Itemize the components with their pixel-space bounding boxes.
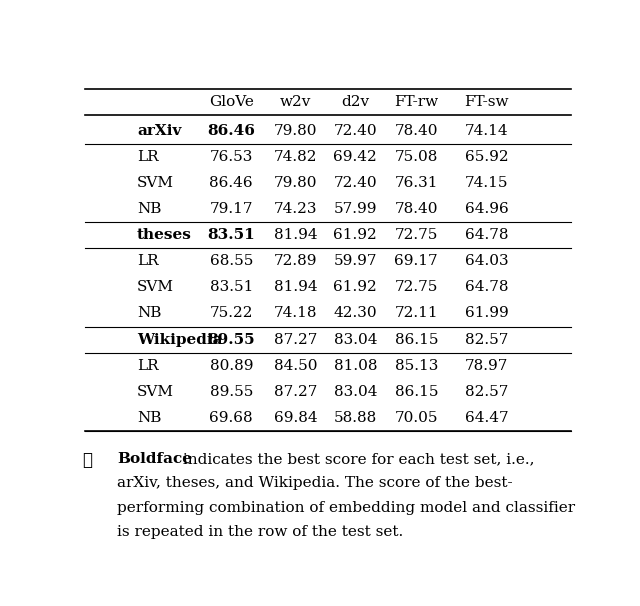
Text: 74.82: 74.82: [274, 150, 317, 164]
Text: 42.30: 42.30: [333, 307, 377, 321]
Text: indicates the best score for each test set, i.e.,: indicates the best score for each test s…: [178, 452, 534, 466]
Text: arXiv: arXiv: [137, 124, 181, 138]
Text: ≻: ≻: [83, 452, 93, 469]
Text: d2v: d2v: [341, 95, 369, 108]
Text: 78.40: 78.40: [394, 124, 438, 138]
Text: NB: NB: [137, 411, 161, 425]
Text: LR: LR: [137, 255, 159, 268]
Text: 72.40: 72.40: [333, 176, 377, 190]
Text: 79.80: 79.80: [274, 176, 317, 190]
Text: 85.13: 85.13: [395, 359, 438, 373]
Text: 72.11: 72.11: [394, 307, 438, 321]
Text: 78.97: 78.97: [465, 359, 508, 373]
Text: 81.94: 81.94: [274, 228, 317, 242]
Text: LR: LR: [137, 359, 159, 373]
Text: 76.53: 76.53: [209, 150, 253, 164]
Text: 89.55: 89.55: [209, 385, 253, 399]
Text: 87.27: 87.27: [274, 385, 317, 399]
Text: 72.40: 72.40: [333, 124, 377, 138]
Text: NB: NB: [137, 202, 161, 216]
Text: 69.17: 69.17: [394, 255, 438, 268]
Text: 69.42: 69.42: [333, 150, 377, 164]
Text: performing combination of embedding model and classifier: performing combination of embedding mode…: [117, 501, 575, 514]
Text: 59.97: 59.97: [333, 255, 377, 268]
Text: arXiv, theses, and Wikipedia. The score of the best-: arXiv, theses, and Wikipedia. The score …: [117, 476, 513, 490]
Text: SVM: SVM: [137, 176, 174, 190]
Text: 86.15: 86.15: [394, 333, 438, 347]
Text: 75.08: 75.08: [395, 150, 438, 164]
Text: LR: LR: [137, 150, 159, 164]
Text: theses: theses: [137, 228, 192, 242]
Text: 79.80: 79.80: [274, 124, 317, 138]
Text: 87.27: 87.27: [274, 333, 317, 347]
Text: 68.55: 68.55: [209, 255, 253, 268]
Text: 69.84: 69.84: [274, 411, 317, 425]
Text: 83.04: 83.04: [333, 385, 377, 399]
Text: SVM: SVM: [137, 281, 174, 295]
Text: 64.96: 64.96: [465, 202, 509, 216]
Text: 83.04: 83.04: [333, 333, 377, 347]
Text: 86.15: 86.15: [394, 385, 438, 399]
Text: 86.46: 86.46: [207, 124, 255, 138]
Text: Wikipedia: Wikipedia: [137, 333, 223, 347]
Text: 64.78: 64.78: [465, 228, 508, 242]
Text: 81.94: 81.94: [274, 281, 317, 295]
Text: w2v: w2v: [280, 95, 312, 108]
Text: 64.47: 64.47: [465, 411, 509, 425]
Text: 64.78: 64.78: [465, 281, 508, 295]
Text: FT-rw: FT-rw: [394, 95, 438, 108]
Text: 74.14: 74.14: [465, 124, 509, 138]
Text: 57.99: 57.99: [333, 202, 377, 216]
Text: 81.08: 81.08: [333, 359, 377, 373]
Text: 74.23: 74.23: [274, 202, 317, 216]
Text: 84.50: 84.50: [274, 359, 317, 373]
Text: SVM: SVM: [137, 385, 174, 399]
Text: 69.68: 69.68: [209, 411, 253, 425]
Text: 75.22: 75.22: [209, 307, 253, 321]
Text: 80.89: 80.89: [209, 359, 253, 373]
Text: 82.57: 82.57: [465, 385, 508, 399]
Text: 89.55: 89.55: [207, 333, 255, 347]
Text: 83.51: 83.51: [207, 228, 255, 242]
Text: 65.92: 65.92: [465, 150, 509, 164]
Text: is repeated in the row of the test set.: is repeated in the row of the test set.: [117, 525, 403, 539]
Text: 83.51: 83.51: [209, 281, 253, 295]
Text: 61.92: 61.92: [333, 281, 377, 295]
Text: 86.46: 86.46: [209, 176, 253, 190]
Text: 74.15: 74.15: [465, 176, 508, 190]
Text: NB: NB: [137, 307, 161, 321]
Text: 58.88: 58.88: [333, 411, 377, 425]
Text: FT-sw: FT-sw: [465, 95, 509, 108]
Text: GloVe: GloVe: [209, 95, 253, 108]
Text: 79.17: 79.17: [209, 202, 253, 216]
Text: 72.75: 72.75: [395, 228, 438, 242]
Text: 78.40: 78.40: [394, 202, 438, 216]
Text: 74.18: 74.18: [274, 307, 317, 321]
Text: Boldface: Boldface: [117, 452, 192, 466]
Text: 72.89: 72.89: [274, 255, 317, 268]
Text: 70.05: 70.05: [394, 411, 438, 425]
Text: 72.75: 72.75: [395, 281, 438, 295]
Text: 61.92: 61.92: [333, 228, 377, 242]
Text: 76.31: 76.31: [394, 176, 438, 190]
Text: 64.03: 64.03: [465, 255, 509, 268]
Text: 82.57: 82.57: [465, 333, 508, 347]
Text: 61.99: 61.99: [465, 307, 509, 321]
